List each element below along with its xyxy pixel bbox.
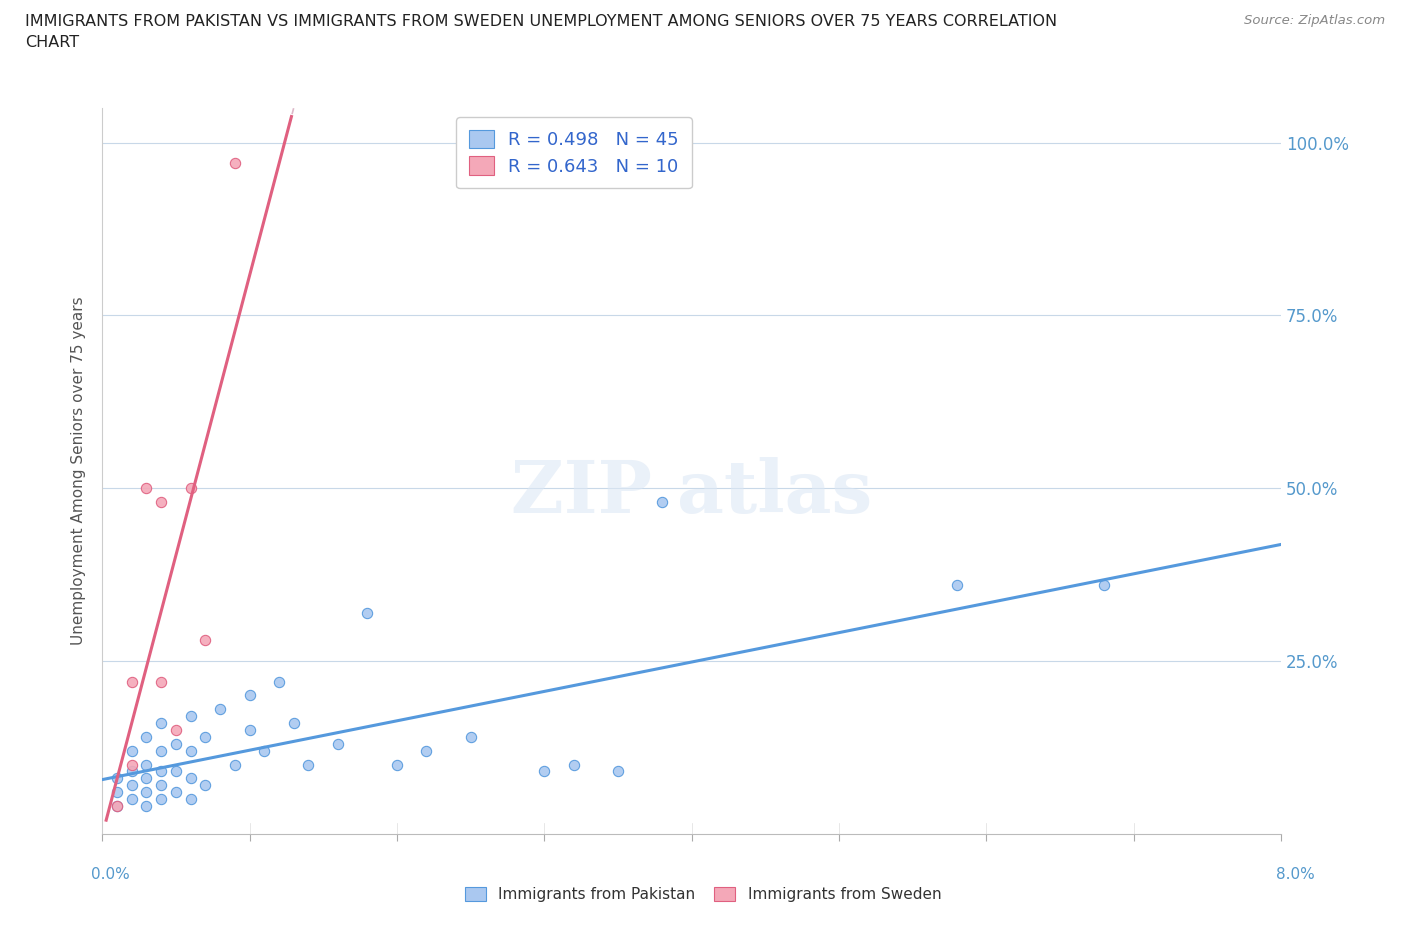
Text: ZIP atlas: ZIP atlas xyxy=(510,458,872,528)
Point xyxy=(121,674,143,689)
Point xyxy=(105,785,128,800)
Point xyxy=(180,791,202,806)
Point xyxy=(194,777,217,792)
Point xyxy=(180,709,202,724)
Point xyxy=(533,764,555,779)
Point xyxy=(165,785,187,800)
Point xyxy=(180,743,202,758)
Point xyxy=(651,495,673,510)
Point xyxy=(267,674,290,689)
Y-axis label: Unemployment Among Seniors over 75 years: Unemployment Among Seniors over 75 years xyxy=(72,297,86,645)
Point xyxy=(180,771,202,786)
Point xyxy=(194,729,217,744)
Point xyxy=(105,799,128,814)
Point xyxy=(1092,578,1115,592)
Point xyxy=(121,777,143,792)
Point xyxy=(135,771,157,786)
Text: Source: ZipAtlas.com: Source: ZipAtlas.com xyxy=(1244,14,1385,27)
Point xyxy=(150,495,173,510)
Point xyxy=(209,702,232,717)
Point xyxy=(150,716,173,731)
Point xyxy=(105,799,128,814)
Point xyxy=(135,785,157,800)
Point xyxy=(150,743,173,758)
Point xyxy=(326,737,349,751)
Text: 0.0%: 0.0% xyxy=(91,867,131,882)
Point xyxy=(105,771,128,786)
Point xyxy=(194,632,217,647)
Point xyxy=(135,729,157,744)
Point xyxy=(415,743,437,758)
Point xyxy=(946,578,969,592)
Point xyxy=(121,791,143,806)
Point xyxy=(238,723,260,737)
Point xyxy=(180,481,202,496)
Text: IMMIGRANTS FROM PAKISTAN VS IMMIGRANTS FROM SWEDEN UNEMPLOYMENT AMONG SENIORS OV: IMMIGRANTS FROM PAKISTAN VS IMMIGRANTS F… xyxy=(25,14,1057,50)
Point xyxy=(150,764,173,779)
Point xyxy=(385,757,408,772)
Point xyxy=(238,688,260,703)
Point xyxy=(135,757,157,772)
Point xyxy=(562,757,585,772)
Point xyxy=(283,716,305,731)
Point xyxy=(165,737,187,751)
Point xyxy=(356,605,378,620)
Point xyxy=(121,764,143,779)
Point xyxy=(606,764,628,779)
Point xyxy=(165,723,187,737)
Point xyxy=(460,729,482,744)
Point xyxy=(135,799,157,814)
Point xyxy=(224,757,246,772)
Point xyxy=(121,757,143,772)
Point xyxy=(253,743,276,758)
Point xyxy=(150,777,173,792)
Point xyxy=(165,764,187,779)
Legend: Immigrants from Pakistan, Immigrants from Sweden: Immigrants from Pakistan, Immigrants fro… xyxy=(458,881,948,909)
Point xyxy=(150,674,173,689)
Point xyxy=(150,791,173,806)
Text: 8.0%: 8.0% xyxy=(1275,867,1315,882)
Point xyxy=(121,743,143,758)
Point xyxy=(135,481,157,496)
Point xyxy=(224,156,246,171)
Point xyxy=(297,757,319,772)
Legend: R = 0.498   N = 45, R = 0.643   N = 10: R = 0.498 N = 45, R = 0.643 N = 10 xyxy=(456,117,692,188)
